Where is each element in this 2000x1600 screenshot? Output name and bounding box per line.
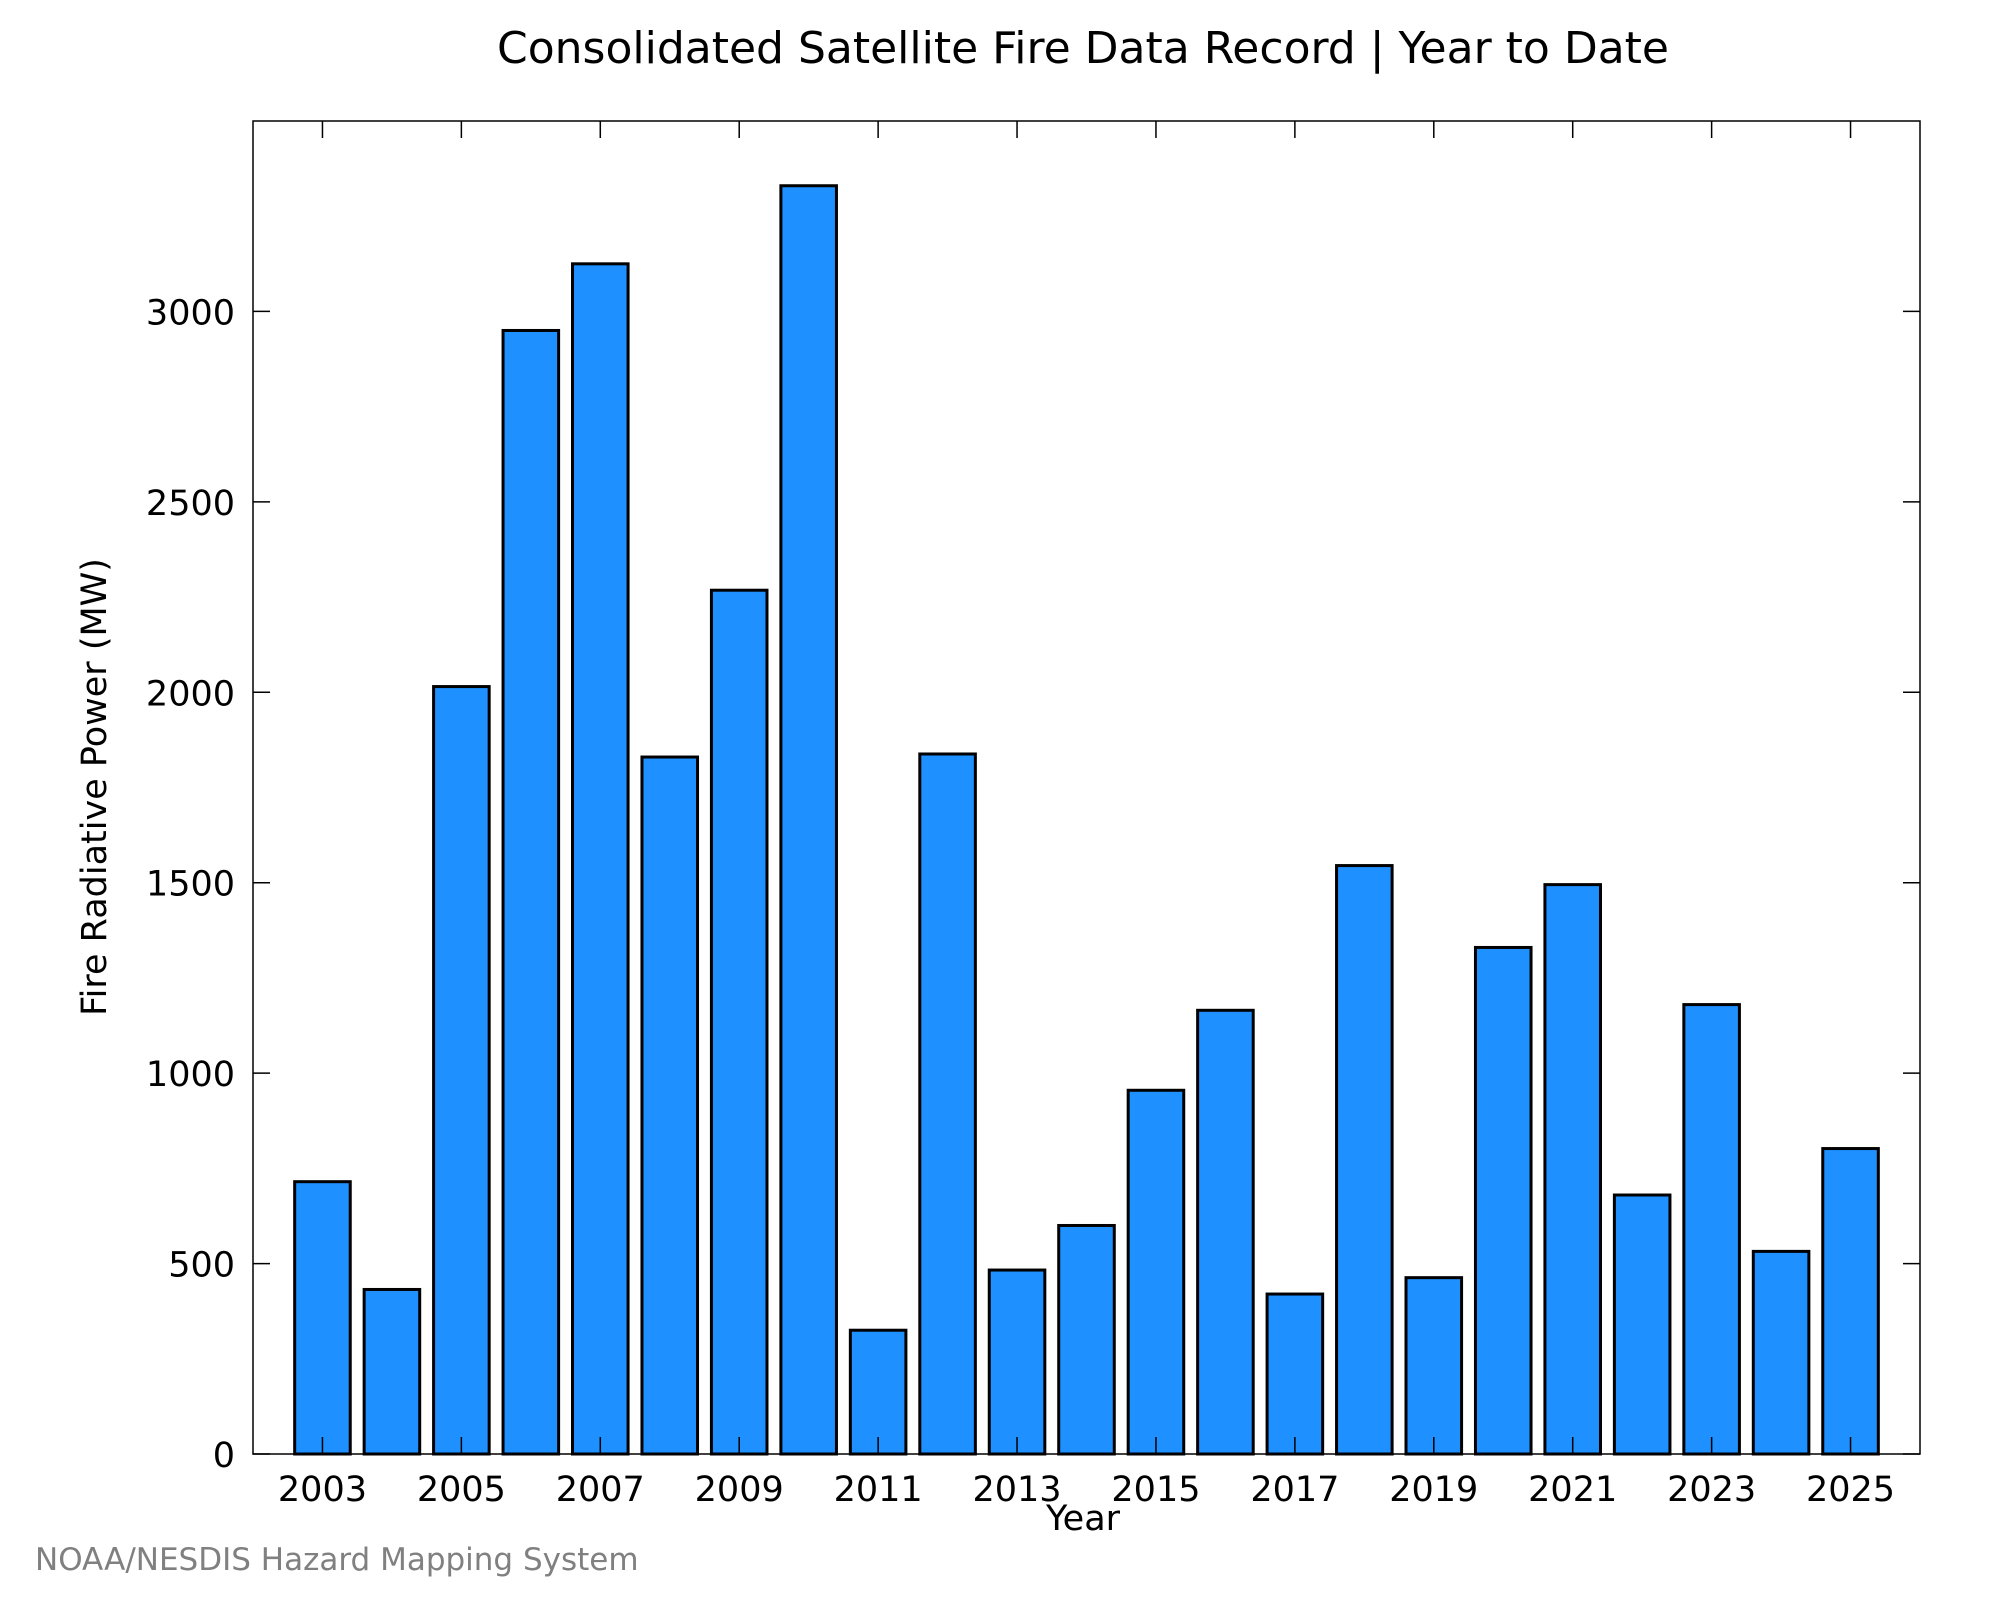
bar-2018	[1335, 864, 1394, 1456]
x-tick-label-2009: 2009	[695, 1470, 784, 1510]
bar-2006	[501, 328, 561, 1456]
bar-2004	[362, 1287, 422, 1456]
y-tick-label-1500: 1500	[146, 865, 235, 905]
bar-2017	[1265, 1292, 1325, 1456]
bar-2016	[1196, 1008, 1255, 1456]
bar-2009	[709, 588, 769, 1456]
bar-2025	[1821, 1147, 1880, 1456]
bar-2013	[987, 1268, 1047, 1456]
y-ticks-group: 0 500 1000 1500 2000 2500 3000	[146, 293, 1920, 1476]
x-axis-label: Year	[1045, 1499, 1121, 1539]
y-tick-label-0: 0	[213, 1436, 235, 1476]
y-tick-label-2000: 2000	[146, 674, 235, 714]
bar-2003	[293, 1180, 352, 1456]
x-tick-label-2021: 2021	[1528, 1470, 1617, 1510]
plot-frame	[252, 120, 1921, 1455]
bar-2005	[432, 685, 491, 1456]
bar-2008	[640, 755, 700, 1456]
bars-group	[293, 184, 1880, 1456]
y-tick-label-2500: 2500	[146, 484, 235, 524]
x-tick-label-2011: 2011	[834, 1470, 923, 1510]
bar-2011	[848, 1328, 908, 1456]
y-tick-label-1000: 1000	[146, 1055, 235, 1095]
x-tick-label-2019: 2019	[1389, 1470, 1478, 1510]
credit-text: NOAA/NESDIS Hazard Mapping System	[35, 1542, 639, 1578]
bar-2014	[1057, 1223, 1116, 1456]
x-tick-label-2013: 2013	[973, 1470, 1062, 1510]
bar-2021	[1543, 883, 1602, 1456]
x-tick-label-2005: 2005	[417, 1470, 506, 1510]
x-tick-label-2017: 2017	[1250, 1470, 1339, 1510]
bar-2023	[1682, 1003, 1741, 1456]
bar-2019	[1404, 1276, 1464, 1456]
bar-2010	[779, 184, 838, 1456]
bar-2015	[1126, 1088, 1186, 1456]
x-tick-label-2015: 2015	[1111, 1470, 1200, 1510]
bar-2024	[1751, 1249, 1811, 1456]
x-tick-label-2025: 2025	[1806, 1470, 1895, 1510]
bar-2022	[1612, 1193, 1672, 1456]
bar-2012	[918, 752, 977, 1456]
bar-2020	[1473, 945, 1533, 1456]
y-tick-label-3000: 3000	[146, 293, 235, 333]
bar-2007	[571, 262, 630, 1456]
x-ticks-group: 2003 2005 2007 2009 2011 2013 2015 2017 2019 2021…	[278, 121, 1895, 1510]
x-tick-label-2007: 2007	[556, 1470, 645, 1510]
chart-title: Consolidated Satellite Fire Data Record …	[497, 23, 1669, 74]
x-tick-label-2023: 2023	[1667, 1470, 1756, 1510]
y-tick-label-500: 500	[168, 1246, 235, 1286]
y-axis-label: Fire Radiative Power (MW)	[75, 558, 115, 1016]
x-tick-label-2003: 2003	[278, 1470, 367, 1510]
